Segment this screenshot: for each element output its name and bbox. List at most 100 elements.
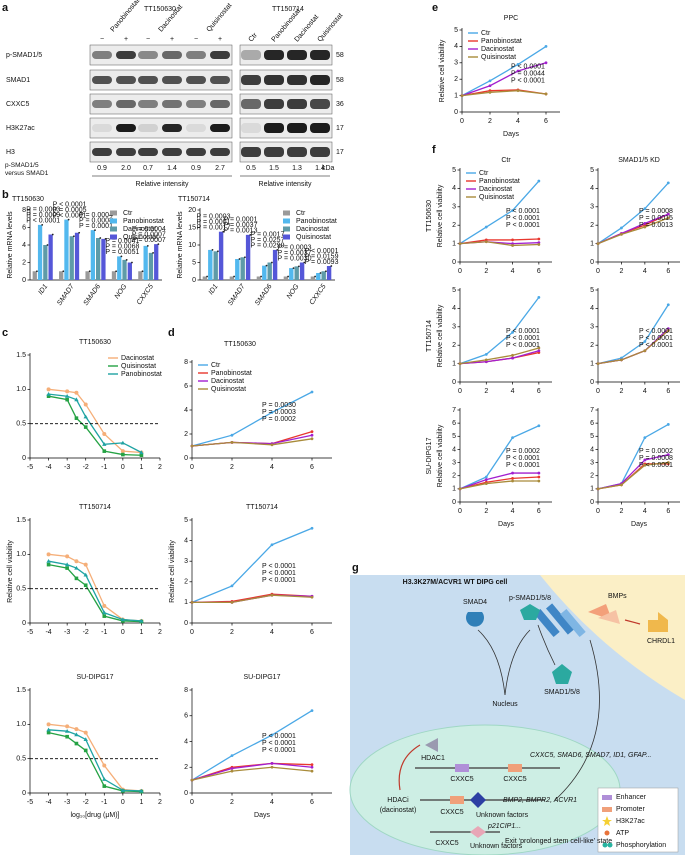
arrow [504, 629, 531, 696]
receptor [560, 608, 586, 638]
blot-band [264, 75, 284, 85]
y-tick-label: 0 [454, 109, 458, 116]
blot-band [138, 51, 158, 59]
data-point [620, 226, 623, 230]
bar-dot [125, 258, 128, 261]
y-axis-label: Relative cell viability [7, 540, 14, 603]
legend-swatch [602, 816, 612, 826]
y-tick-label: 0 [590, 259, 594, 266]
p-value: P < 0.0001 [506, 335, 540, 342]
data-point [74, 732, 79, 737]
series-line [459, 350, 540, 365]
blot-band [264, 99, 284, 109]
arrow [537, 624, 556, 666]
legend-label: Panobinostat [296, 218, 337, 225]
p-value: P = 0.0003 [278, 244, 312, 251]
y-tick-label: 20 [188, 207, 196, 214]
bar-dot [265, 264, 268, 267]
series-line [191, 527, 313, 604]
data-point [511, 353, 514, 357]
blot-band [241, 75, 261, 85]
data-point [65, 389, 70, 394]
chart-title: PPC [504, 15, 518, 22]
data-point [484, 240, 488, 244]
row-label: SU-DIPG17 [426, 437, 433, 474]
data-point [139, 618, 144, 623]
diagram-label: CHRDL1 [647, 638, 675, 645]
blot-panel [89, 69, 233, 91]
bar [143, 245, 148, 280]
intensity-label: Relative intensity [136, 181, 189, 188]
blot-panel [239, 69, 333, 91]
diagram-title: H3.3K27M/ACVR1 WT DIPG cell [403, 579, 508, 586]
bar-dot [104, 237, 107, 240]
series-line [461, 62, 547, 97]
y-tick-label: 0.5 [16, 756, 26, 763]
data-point [484, 353, 488, 356]
data-point [537, 295, 541, 299]
x-tick-label: 2 [484, 388, 488, 395]
legend-label: Panobinostat [481, 38, 522, 45]
y-tick-label: 7 [452, 407, 456, 414]
data-point [83, 748, 88, 753]
data-point [537, 479, 541, 483]
x-tick-label: 2 [619, 268, 623, 275]
series-line [459, 296, 540, 365]
series-line [48, 560, 142, 622]
legend-swatch [283, 218, 290, 224]
blot-band [310, 50, 330, 60]
legend-label: Ctr [296, 210, 306, 217]
cell-line: TT150630 [144, 6, 176, 13]
series-line [192, 594, 313, 604]
data-point [458, 242, 462, 246]
y-tick-label: 4 [184, 738, 188, 745]
data-point [46, 552, 51, 557]
data-point [121, 452, 125, 457]
ratio: 0.9 [191, 165, 201, 172]
p-value: P = 0.0037 [278, 250, 312, 257]
bar-dot [303, 261, 306, 264]
blot-panel [239, 141, 333, 163]
p-value: P = 0.0001 [79, 223, 113, 230]
x-tick-label: -5 [27, 464, 33, 471]
x-tick-label: 2 [158, 464, 162, 471]
series-line [461, 90, 547, 97]
x-tick-label: 2 [484, 268, 488, 275]
blot-band [92, 148, 112, 156]
x-tick-label: 6 [310, 629, 314, 636]
p-value: P < 0.0001 [511, 64, 545, 71]
p-value: P = 0.0257 [251, 237, 285, 244]
p-value: P < 0.0001 [506, 455, 540, 462]
x-tick-label: 0 [190, 464, 194, 471]
legend-label: Dacinostat [481, 46, 514, 53]
p-value: P = 0.0004 [79, 212, 113, 219]
x-tick-label: 4 [270, 464, 274, 471]
blot-band [210, 124, 230, 132]
data-point [270, 733, 274, 737]
data-point [537, 424, 541, 428]
y-tick-label: 2 [590, 342, 594, 349]
data-point [270, 761, 274, 765]
x-tick-label: 1 [139, 464, 143, 471]
x-tick-label: SMAD7 [56, 282, 76, 307]
x-tick-label: 4 [643, 268, 647, 275]
p-value: P = 0.0004 [132, 226, 166, 233]
kda-unit: kDa [322, 165, 335, 172]
data-point [139, 788, 144, 793]
legend-swatch [110, 234, 117, 240]
blot-band [287, 99, 307, 109]
y-tick-label: 6 [22, 224, 26, 231]
bar-dot [325, 270, 327, 273]
bar-dot [233, 275, 236, 278]
enhancer-box [455, 764, 469, 772]
data-point [511, 476, 514, 480]
p-value: P = 0.0030 [262, 402, 296, 409]
y-tick-label: 6 [590, 420, 594, 427]
series-line [191, 438, 313, 447]
data-point [643, 436, 647, 439]
bar-dot [276, 249, 279, 251]
legend-swatch [602, 795, 612, 800]
data-point [270, 543, 274, 547]
bar [69, 236, 74, 280]
data-point [74, 559, 79, 564]
